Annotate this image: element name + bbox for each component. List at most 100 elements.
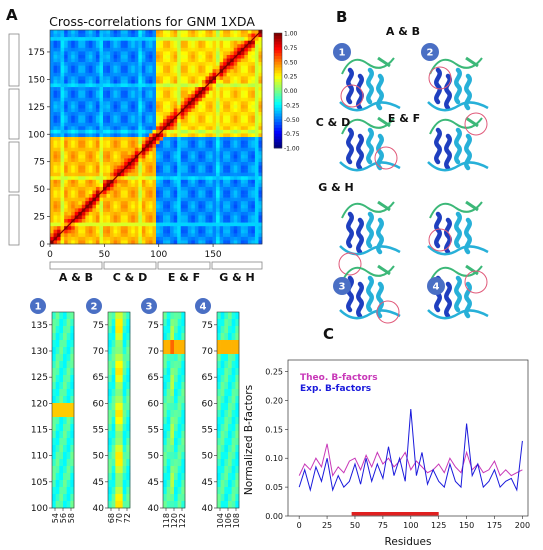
zoom-xtick-label: 122 — [178, 513, 187, 528]
zoom-ytick-label: 105 — [31, 478, 48, 488]
zoom-ytick-label: 40 — [93, 504, 105, 514]
highlight-circle — [428, 66, 452, 90]
zoom-ytick-label: 75 — [202, 321, 213, 331]
protein-helix — [434, 67, 442, 105]
zoom-badge-label: 3 — [146, 302, 153, 313]
line-ytick-label: 0.25 — [265, 368, 283, 377]
zoom-ytick-label: 45 — [148, 478, 159, 488]
group-bracket-3 — [157, 261, 211, 270]
protein-helix — [434, 211, 442, 249]
structure-badge-label: 2 — [427, 48, 434, 59]
heatmap-xtick-label: 50 — [99, 250, 111, 260]
heatmap-ytick-label: 100 — [28, 130, 45, 140]
zoom-xtick-label: 72 — [123, 513, 132, 523]
line-xtick-label: 25 — [322, 521, 332, 530]
structure-label-cd: C & D — [316, 116, 350, 129]
colorbar-tick-label: 0.75 — [284, 45, 298, 52]
heatmap-y-axis: 0 25 50 75 100 125 150 175 — [28, 48, 50, 250]
group-label-cd: C & D — [113, 271, 147, 284]
zoom-strip-4: 4 40 45 50 55 60 65 70 75 104 106 108 — [195, 298, 241, 528]
line-xtick-label: 0 — [297, 521, 302, 530]
side-bracket-4 — [8, 194, 20, 246]
panel-letter-a: A — [6, 6, 18, 24]
protein-loop — [339, 161, 401, 172]
zoom-ytick-label: 45 — [93, 478, 104, 488]
colorbar-frame — [273, 32, 283, 149]
protein-helix — [444, 217, 452, 255]
protein-model-7 — [339, 264, 401, 324]
group-bracket-4 — [211, 261, 263, 270]
heatmap-xtick-label: 100 — [150, 250, 167, 260]
zoom-ytick-label: 115 — [31, 425, 48, 435]
zoom-xtick-label: 118 — [162, 513, 171, 528]
line-ytick-label: 0.00 — [265, 512, 283, 521]
zoom-xtick-label: 104 — [216, 513, 225, 528]
protein-helix — [366, 67, 374, 105]
zoom-ytick-label: 65 — [202, 373, 213, 383]
colorbar-tick-label: -0.75 — [284, 131, 300, 138]
structure-badge-1 — [333, 43, 351, 61]
protein-helix — [356, 133, 364, 171]
protein-helix — [444, 281, 452, 319]
line-chart-ylabel: Normalized B-factors — [243, 385, 255, 495]
zoom-xtick-label: 68 — [107, 513, 116, 523]
protein-model-1 — [339, 56, 401, 112]
protein-helix — [454, 127, 462, 165]
protein-helix — [434, 127, 442, 165]
protein-strand — [465, 200, 479, 212]
zoom-ytick-label: 125 — [31, 373, 48, 383]
zoom-xtick-label: 106 — [224, 513, 233, 528]
protein-model-6 — [427, 200, 489, 256]
correlation-heatmap — [49, 29, 263, 245]
line-xtick-label: 150 — [459, 521, 474, 530]
line-xtick-label: 50 — [350, 521, 360, 530]
colorbar-tick-label: 1.00 — [284, 31, 298, 38]
zoom-badge-4 — [195, 298, 211, 314]
protein-helix — [346, 127, 354, 165]
heatmap-ytick-label: 50 — [34, 185, 46, 195]
protein-strand — [465, 56, 479, 68]
protein-strand — [377, 56, 391, 68]
protein-model-2 — [427, 56, 489, 112]
protein-helix — [346, 67, 354, 105]
zoom-xtick-label: 120 — [170, 513, 179, 528]
highlight-circle — [374, 146, 398, 170]
zoom-ytick-label: 120 — [31, 399, 48, 409]
series-line-exp — [298, 409, 523, 492]
line-ytick-label: 0.20 — [265, 396, 283, 405]
protein-strand — [377, 116, 391, 128]
group-label-ab: A & B — [59, 271, 93, 284]
zoom-badge-3 — [141, 298, 157, 314]
zoom-ytick-label: 40 — [202, 504, 214, 514]
protein-helix — [356, 281, 364, 319]
protein-strand — [465, 264, 479, 276]
zoom-strip-3: 3 40 45 50 55 60 65 70 75 118 120 122 — [141, 298, 187, 528]
protein-helix — [444, 73, 452, 111]
line-xtick-label: 75 — [378, 521, 388, 530]
colorbar-tick-label: 0.00 — [284, 88, 298, 95]
protein-loop — [427, 309, 489, 320]
heatmap-ytick-label: 25 — [34, 213, 45, 223]
structure-badge-3 — [333, 277, 351, 295]
group-label-ef: E & F — [168, 271, 200, 284]
zoom-ytick-label: 60 — [148, 399, 160, 409]
line-xtick-label: 125 — [431, 521, 446, 530]
zoom-ytick-label: 75 — [93, 321, 104, 331]
zoom-ytick-label: 60 — [202, 399, 214, 409]
highlight-circle — [338, 252, 362, 276]
colorbar-tick-label: 0.50 — [284, 59, 298, 66]
protein-loop — [339, 101, 401, 112]
zoom-ytick-label: 110 — [31, 452, 48, 462]
protein-strand — [465, 116, 479, 128]
protein-helix — [444, 133, 452, 171]
structure-badge-4 — [427, 277, 445, 295]
structure-badge-label: 3 — [339, 282, 346, 293]
zoom-ytick-label: 65 — [93, 373, 104, 383]
zoom-ytick-label: 55 — [148, 425, 159, 435]
zoom-ytick-label: 55 — [202, 425, 213, 435]
structure-badge-2 — [421, 43, 439, 61]
heatmap-frame — [49, 29, 263, 245]
zoom-ytick-label: 50 — [93, 452, 105, 462]
